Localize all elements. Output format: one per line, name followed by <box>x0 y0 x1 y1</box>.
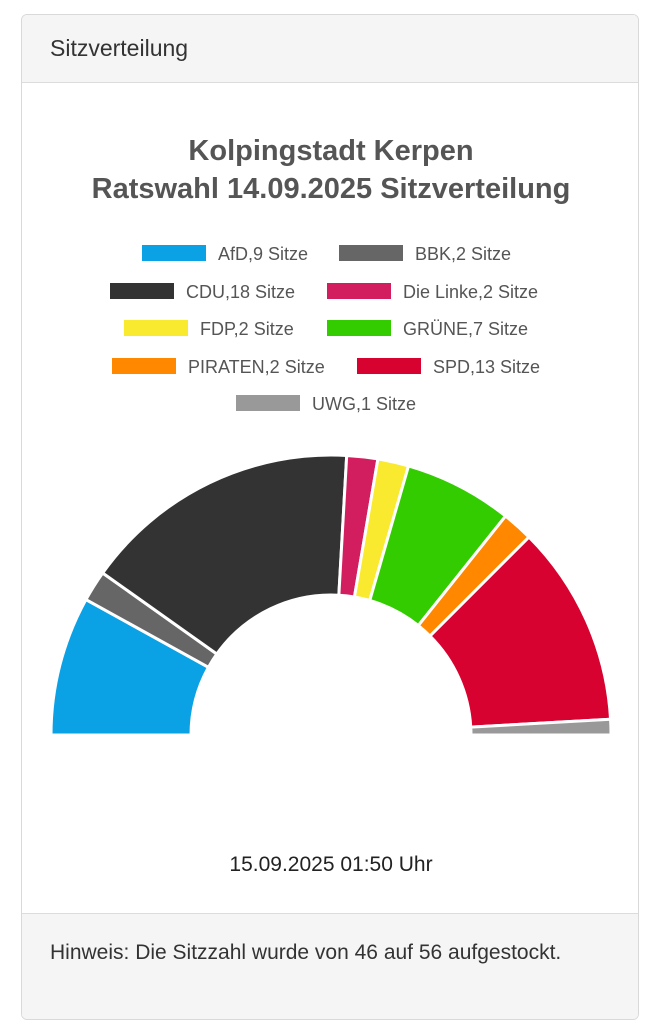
seat-segment-cdu[interactable] <box>101 453 349 656</box>
legend-item-cdu[interactable]: CDU,18 Sitze <box>110 282 295 302</box>
seat-segment-uwg[interactable] <box>469 717 613 737</box>
seat-distribution-card: Sitzverteilung Kolpingstadt Kerpen Ratsw… <box>21 14 639 1020</box>
legend-swatch <box>124 320 188 336</box>
legend-swatch <box>112 358 176 374</box>
chart-title-line-1: Kolpingstadt Kerpen <box>188 135 474 167</box>
chart-title-line-2: Ratswahl 14.09.2025 Sitzverteilung <box>91 173 571 205</box>
seat-chart: AfD,9 Sitze BBK,2 Sitze CDU,18 Sitze Die Li… <box>49 244 613 737</box>
legend-item-fdp[interactable]: FDP,2 Sitze <box>124 319 294 339</box>
card-header: Sitzverteilung <box>22 15 638 83</box>
legend-label: SPD,13 Sitze <box>433 357 540 377</box>
legend-label: GRÜNE,7 Sitze <box>403 319 528 339</box>
legend-item-afd[interactable]: AfD,9 Sitze <box>142 244 308 264</box>
legend-label: FDP,2 Sitze <box>200 319 294 339</box>
legend-label: PIRATEN,2 Sitze <box>188 357 325 377</box>
legend-swatch <box>142 245 206 261</box>
legend-label: AfD,9 Sitze <box>218 244 308 264</box>
legend-item-piraten[interactable]: PIRATEN,2 Sitze <box>112 357 325 377</box>
legend-label: Die Linke,2 Sitze <box>403 282 538 302</box>
legend-item-grüne[interactable]: GRÜNE,7 Sitze <box>327 319 528 339</box>
legend-swatch <box>327 283 391 299</box>
legend-label: UWG,1 Sitze <box>312 394 416 414</box>
card-title: Sitzverteilung <box>50 35 189 61</box>
legend-item-bbk[interactable]: BBK,2 Sitze <box>339 244 511 264</box>
chart-area: Kolpingstadt Kerpen Ratswahl 14.09.2025 … <box>22 83 638 913</box>
card-footer: Hinweis: Die Sitzzahl wurde von 46 auf 5… <box>22 913 638 1019</box>
legend-swatch <box>110 283 174 299</box>
legend-label: BBK,2 Sitze <box>415 244 511 264</box>
legend-swatch <box>236 395 300 411</box>
legend-item-uwg[interactable]: UWG,1 Sitze <box>236 394 416 414</box>
timestamp: 15.09.2025 01:50 Uhr <box>229 853 433 876</box>
legend-item-die-linke[interactable]: Die Linke,2 Sitze <box>327 282 538 302</box>
legend-swatch <box>357 358 421 374</box>
footer-note: Hinweis: Die Sitzzahl wurde von 46 auf 5… <box>50 941 562 964</box>
legend-swatch <box>339 245 403 261</box>
legend-swatch <box>327 320 391 336</box>
legend-label: CDU,18 Sitze <box>186 282 295 302</box>
legend-item-spd[interactable]: SPD,13 Sitze <box>357 357 540 377</box>
